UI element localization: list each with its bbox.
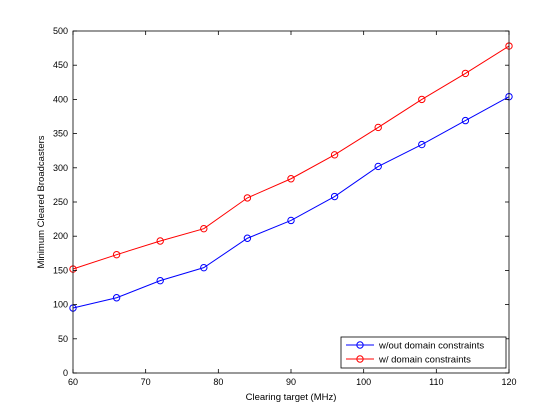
y-tick-label: 100 <box>53 300 68 310</box>
y-tick-label: 350 <box>53 129 68 139</box>
y-tick-label: 50 <box>58 334 68 344</box>
data-point <box>200 263 208 272</box>
data-point <box>156 276 164 285</box>
data-point <box>200 224 208 233</box>
data-point <box>112 294 121 302</box>
legend: w/out domain constraints w/ domain const… <box>340 336 507 369</box>
y-tick-label: 400 <box>53 94 68 104</box>
data-point <box>330 192 339 201</box>
y-tick-label: 300 <box>53 163 68 173</box>
x-tick-label: 120 <box>501 377 516 387</box>
y-tick-label: 500 <box>53 26 68 36</box>
x-tick-label: 90 <box>286 377 296 387</box>
legend-marker-with-constraints <box>356 355 364 363</box>
y-tick-label: 250 <box>53 197 68 207</box>
data-point <box>243 234 252 242</box>
data-point <box>156 237 164 245</box>
legend-box <box>340 336 507 369</box>
y-tick-label: 150 <box>53 265 68 275</box>
axes: 60 70 80 90 100 110 120 0 50 100 150 200 250 300 350 40… <box>53 26 517 387</box>
series-w-out-domain-constraints <box>69 92 513 312</box>
x-tick-label: 110 <box>429 377 443 387</box>
x-tick-label: 100 <box>356 377 371 387</box>
y-tick-label: 0 <box>63 368 68 378</box>
plot-frame <box>72 30 510 374</box>
x-tick-label: 80 <box>213 377 223 387</box>
series-line <box>72 45 510 270</box>
y-tick-label: 450 <box>53 60 68 70</box>
legend-label-without-constraints: w/out domain constraints <box>378 341 484 352</box>
data-point <box>287 216 295 225</box>
data-point <box>330 151 339 159</box>
plot-area <box>73 31 509 373</box>
data-point <box>374 123 382 132</box>
series-layer <box>69 42 513 312</box>
data-point <box>418 95 426 104</box>
data-point <box>112 250 121 259</box>
x-tick-label: 70 <box>141 377 151 387</box>
legend-marker-without-constraints <box>356 341 364 349</box>
series-line <box>72 96 510 309</box>
data-point <box>243 194 252 202</box>
y-tick-label: 200 <box>53 231 68 241</box>
data-point <box>374 162 382 171</box>
data-point <box>418 140 426 149</box>
data-point <box>461 69 470 78</box>
legend-label-with-constraints: w/ domain constraints <box>378 355 471 366</box>
data-point <box>287 175 295 183</box>
y-axis-label: Minimum Cleared Broadcasters <box>36 135 47 268</box>
x-axis-label: Clearing target (MHz) <box>246 392 337 403</box>
x-tick-label: 60 <box>68 377 78 387</box>
data-point <box>461 116 470 125</box>
